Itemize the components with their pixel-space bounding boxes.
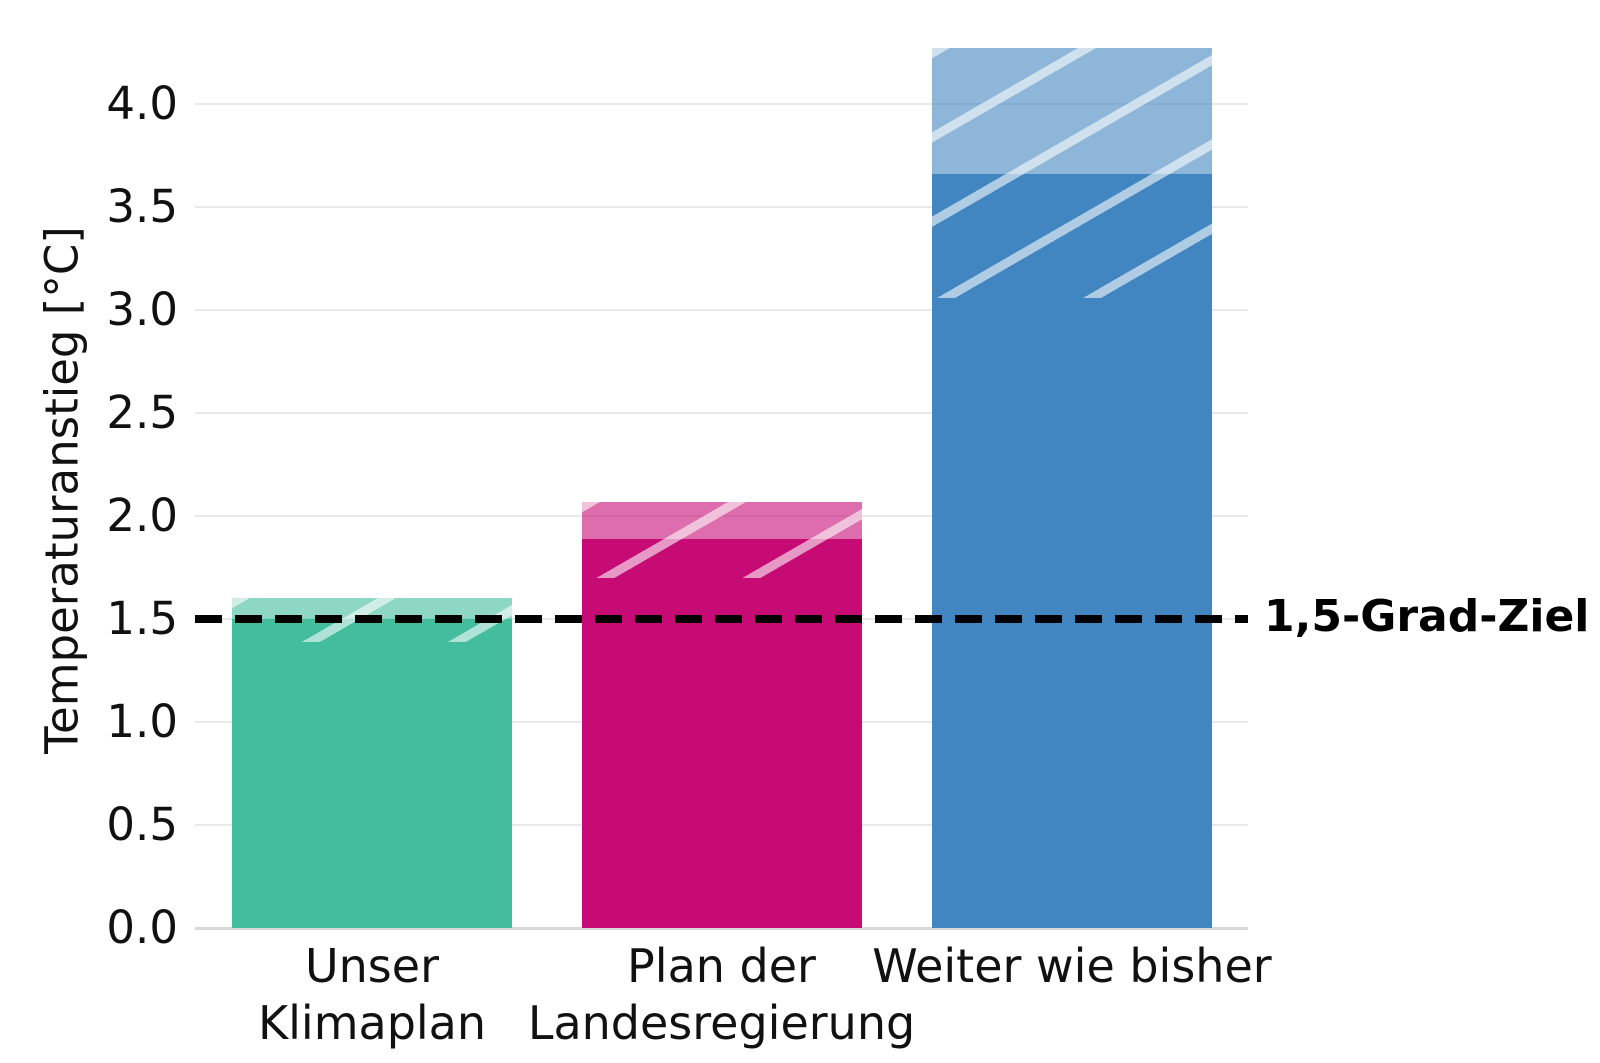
bar-central-value	[932, 174, 1212, 928]
gridline-y-3	[195, 309, 1248, 311]
y-tick-label: 1.0	[106, 695, 178, 748]
y-tick-label: 2.5	[106, 386, 178, 439]
bar-plan-der	[581, 501, 862, 928]
y-tick-label: 4.0	[106, 77, 178, 130]
reference-dashed-line	[195, 615, 1248, 623]
gridline-y-3.5	[195, 206, 1248, 208]
bar-central-value	[581, 538, 862, 928]
gridline-y-4	[195, 103, 1248, 105]
gridline-y-2.5	[195, 412, 1248, 414]
x-category-label: Unser Klimaplan	[257, 939, 487, 1050]
x-category-label: Weiter wie bisher	[872, 939, 1272, 993]
y-tick-label: 3.5	[106, 180, 178, 233]
bar-unser	[232, 598, 512, 928]
x-category-label: Plan der Landesregierung	[527, 939, 916, 1050]
bar-uncertainty-hatch	[581, 501, 862, 578]
bar-weiter-wie-bisher	[932, 48, 1212, 928]
bar-uncertainty-hatch	[932, 48, 1212, 298]
reference-line-label: 1,5-Grad-Ziel	[1264, 591, 1590, 642]
y-tick-label: 0.0	[106, 901, 178, 954]
y-tick-label: 2.0	[106, 489, 178, 542]
y-tick-label: 3.0	[106, 283, 178, 336]
x-axis-baseline	[195, 927, 1248, 930]
y-tick-label: 1.5	[106, 592, 178, 645]
bar-central-value	[232, 618, 512, 928]
y-tick-label: 0.5	[106, 798, 178, 851]
